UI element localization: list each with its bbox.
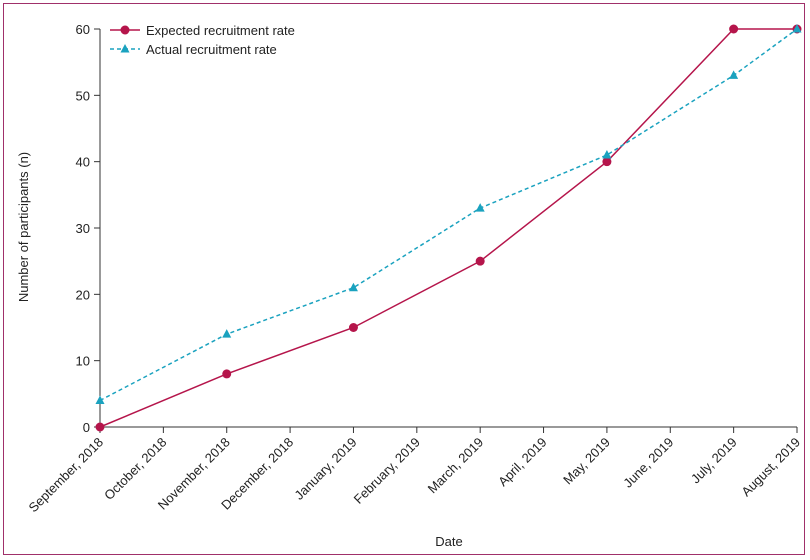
data-point (348, 282, 358, 292)
y-tick-label: 10 (76, 354, 90, 369)
data-point (602, 157, 612, 167)
x-tick-label: August, 2019 (738, 435, 803, 500)
x-tick-label: February, 2019 (351, 435, 423, 507)
legend-label: Actual recruitment rate (146, 42, 277, 57)
x-tick-label: March, 2019 (425, 435, 487, 497)
y-tick-label: 60 (76, 22, 90, 37)
y-axis-label: Number of participants (n) (16, 152, 31, 302)
chart-frame (3, 3, 805, 555)
y-tick-label: 20 (76, 287, 90, 302)
x-axis-label: Date (435, 534, 462, 549)
series-line (99, 28, 798, 402)
legend-marker (120, 25, 130, 35)
x-tick-label: January, 2019 (291, 435, 359, 503)
y-tick-label: 30 (76, 221, 90, 236)
x-tick-label: September, 2018 (25, 435, 106, 516)
x-tick-label: May, 2019 (560, 435, 613, 488)
data-point (475, 256, 485, 266)
data-point (95, 422, 105, 432)
series-actual (95, 24, 802, 404)
y-tick-label: 0 (83, 420, 90, 435)
legend: Expected recruitment rate Actual recruitm… (110, 23, 295, 57)
data-point (222, 369, 232, 379)
y-tick-label: 50 (76, 88, 90, 103)
data-point (222, 329, 232, 338)
legend-item: Expected recruitment rate (110, 23, 295, 38)
data-point (792, 24, 802, 33)
data-point (475, 203, 485, 212)
legend-item: Actual recruitment rate (110, 42, 277, 57)
data-point (348, 323, 358, 332)
x-tick-label: April, 2019 (495, 435, 550, 490)
series-line (99, 28, 797, 428)
series-layer (95, 24, 802, 432)
y-tick-label: 40 (76, 155, 90, 170)
legend-marker (120, 44, 130, 53)
data-point (729, 70, 739, 79)
x-tick-label: October, 2018 (101, 435, 169, 503)
x-tick-label: June, 2019 (620, 435, 676, 491)
series-expected (95, 24, 802, 432)
data-point (602, 150, 612, 159)
legend-label: Expected recruitment rate (146, 23, 295, 38)
x-tick-label: July, 2019 (688, 435, 740, 487)
data-point (729, 24, 739, 34)
data-point (95, 395, 105, 404)
